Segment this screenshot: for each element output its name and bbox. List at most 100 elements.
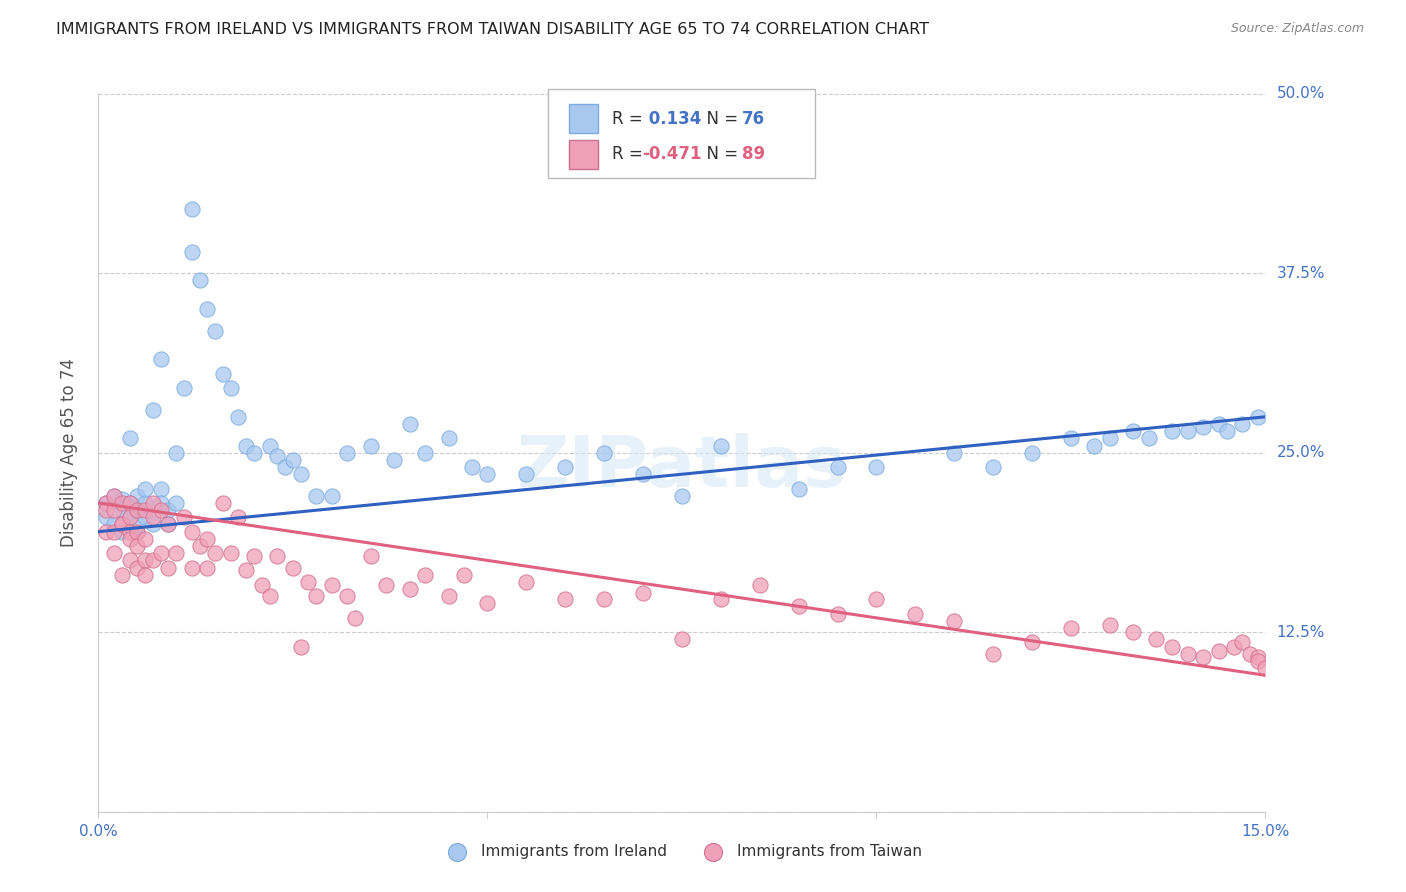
Point: [297, 574, 319, 589]
Point: [149, 496, 172, 510]
Point: [266, 449, 288, 463]
Point: [1208, 417, 1230, 431]
Text: 76: 76: [742, 110, 765, 128]
Point: [1239, 647, 1261, 661]
Point: [274, 460, 297, 475]
Point: [96, 496, 118, 510]
Point: [321, 489, 343, 503]
Point: [134, 567, 156, 582]
Point: [375, 578, 398, 592]
Point: [118, 510, 141, 524]
Point: [1161, 640, 1184, 654]
Point: [228, 510, 250, 524]
Point: [515, 574, 537, 589]
Point: [142, 553, 165, 567]
Point: [1098, 431, 1121, 445]
Point: [671, 489, 693, 503]
Point: [134, 510, 156, 524]
Legend: Immigrants from Ireland, Immigrants from Taiwan: Immigrants from Ireland, Immigrants from…: [436, 838, 928, 865]
Point: [118, 431, 141, 445]
Point: [103, 503, 125, 517]
Point: [344, 611, 367, 625]
Point: [149, 503, 172, 517]
Point: [235, 438, 257, 452]
Point: [180, 524, 202, 539]
Point: [1177, 424, 1199, 438]
Point: [212, 367, 235, 381]
Point: [1215, 424, 1237, 438]
Point: [165, 446, 187, 460]
Point: [671, 632, 693, 647]
Point: [134, 482, 156, 496]
Point: [204, 324, 226, 338]
Point: [1208, 644, 1230, 658]
Point: [127, 560, 149, 574]
Point: [1146, 632, 1168, 647]
Point: [1223, 640, 1246, 654]
Point: [360, 549, 382, 563]
Text: 50.0%: 50.0%: [1277, 87, 1324, 101]
Text: 37.5%: 37.5%: [1277, 266, 1324, 281]
Point: [127, 524, 149, 539]
Point: [398, 582, 420, 596]
Point: [748, 578, 770, 592]
Point: [204, 546, 226, 560]
Point: [360, 438, 382, 452]
Point: [1246, 409, 1268, 424]
Point: [219, 381, 242, 395]
Point: [180, 244, 202, 259]
Point: [127, 489, 149, 503]
Point: [127, 517, 149, 532]
Point: [290, 467, 312, 482]
Point: [103, 489, 125, 503]
Point: [710, 438, 733, 452]
Point: [631, 586, 654, 600]
Point: [437, 431, 460, 445]
Point: [103, 517, 125, 532]
Point: [118, 510, 141, 524]
Point: [413, 567, 436, 582]
Point: [631, 467, 654, 482]
Point: [1122, 625, 1144, 640]
Point: [1246, 654, 1268, 668]
Text: -0.471: -0.471: [643, 145, 702, 163]
Point: [981, 647, 1004, 661]
Point: [554, 592, 576, 607]
Point: [266, 549, 288, 563]
Point: [111, 524, 134, 539]
Point: [180, 202, 202, 216]
Point: [593, 592, 616, 607]
Point: [1230, 635, 1253, 649]
Text: Source: ZipAtlas.com: Source: ZipAtlas.com: [1230, 22, 1364, 36]
Point: [1177, 647, 1199, 661]
Point: [103, 546, 125, 560]
Point: [134, 532, 156, 546]
Point: [157, 517, 180, 532]
Point: [1192, 649, 1215, 664]
Point: [398, 417, 420, 431]
Point: [259, 590, 281, 604]
Point: [111, 491, 134, 506]
Text: N =: N =: [696, 110, 744, 128]
Point: [188, 539, 211, 553]
Point: [111, 496, 134, 510]
Point: [118, 524, 141, 539]
Point: [173, 381, 195, 395]
Point: [111, 517, 134, 532]
Point: [1246, 649, 1268, 664]
Point: [515, 467, 537, 482]
Point: [904, 607, 927, 621]
Point: [305, 590, 328, 604]
Point: [593, 446, 616, 460]
Point: [134, 496, 156, 510]
Point: [943, 614, 966, 628]
Point: [259, 438, 281, 452]
Point: [111, 503, 134, 517]
Point: [118, 496, 141, 510]
Point: [103, 489, 125, 503]
Point: [477, 597, 499, 611]
Text: 25.0%: 25.0%: [1277, 445, 1324, 460]
Point: [142, 402, 165, 417]
Point: [437, 590, 460, 604]
Point: [142, 517, 165, 532]
